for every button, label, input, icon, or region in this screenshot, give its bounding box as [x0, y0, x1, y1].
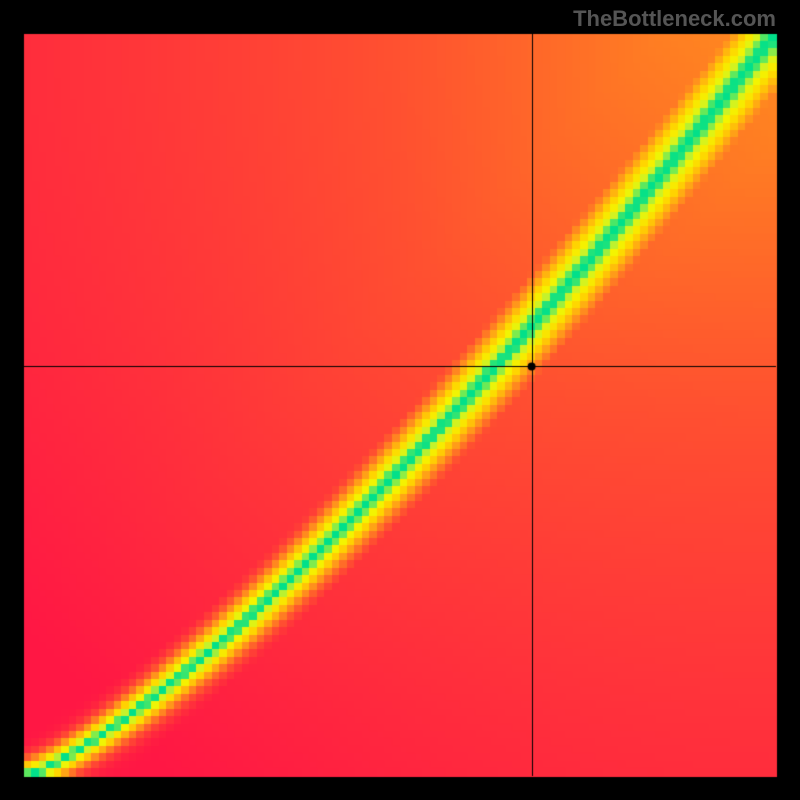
bottleneck-heatmap-canvas — [0, 0, 800, 800]
watermark-text: TheBottleneck.com — [573, 6, 776, 32]
chart-container: TheBottleneck.com — [0, 0, 800, 800]
